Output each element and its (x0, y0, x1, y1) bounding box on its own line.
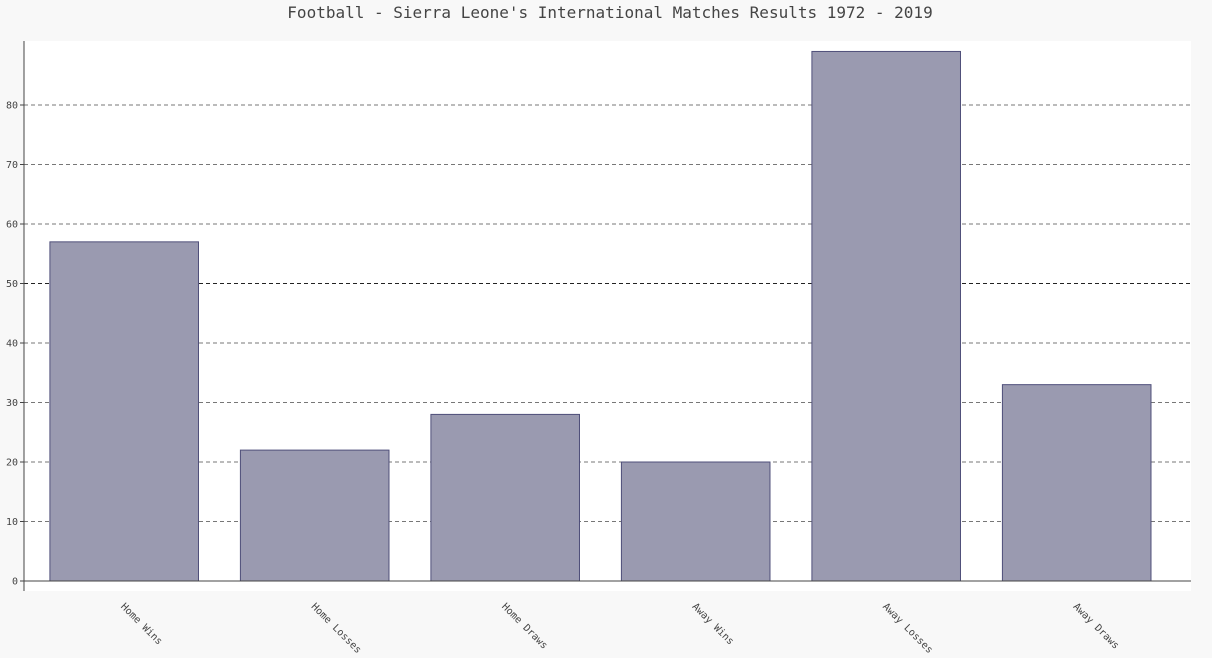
x-tick-label-away-draws: Away Draws (1071, 601, 1121, 651)
x-tick-label-away-losses: Away Losses (880, 601, 935, 654)
x-tick-label-home-wins: Home Wins (118, 601, 164, 647)
y-tick-label-40: 40 (6, 339, 18, 350)
bar-home-wins (49, 241, 199, 582)
x-axis-labels: Home Wins Home Losses Home Draws Away Wins A… (118, 601, 1121, 656)
bars (49, 50, 1152, 582)
y-tick-label-20: 20 (6, 458, 18, 469)
bar-home-draws (430, 413, 580, 582)
y-tick-label-0: 0 (12, 577, 18, 588)
x-tick-label-home-losses: Home Losses (309, 601, 364, 654)
bar-away-losses (811, 50, 961, 582)
bar-away-wins (620, 461, 771, 582)
chart-title: Football - Sierra Leone's International … (287, 3, 932, 22)
y-tick-label-50: 50 (6, 279, 18, 290)
y-tick-label-10: 10 (6, 517, 18, 528)
x-tick-label-away-wins: Away Wins (690, 601, 736, 647)
bar-away-draws (1001, 384, 1152, 582)
bar-home-losses (239, 449, 390, 582)
x-tick-label-home-draws: Home Draws (499, 601, 549, 651)
y-tick-label-70: 70 (6, 160, 18, 171)
y-tick-label-30: 30 (6, 398, 18, 409)
y-axis-ticks: 0 10 20 30 40 50 60 70 80 (6, 101, 24, 588)
y-tick-label-80: 80 (6, 101, 18, 112)
grid-lines (24, 104, 1191, 522)
plot-background (24, 41, 1191, 591)
y-tick-label-60: 60 (6, 220, 18, 231)
